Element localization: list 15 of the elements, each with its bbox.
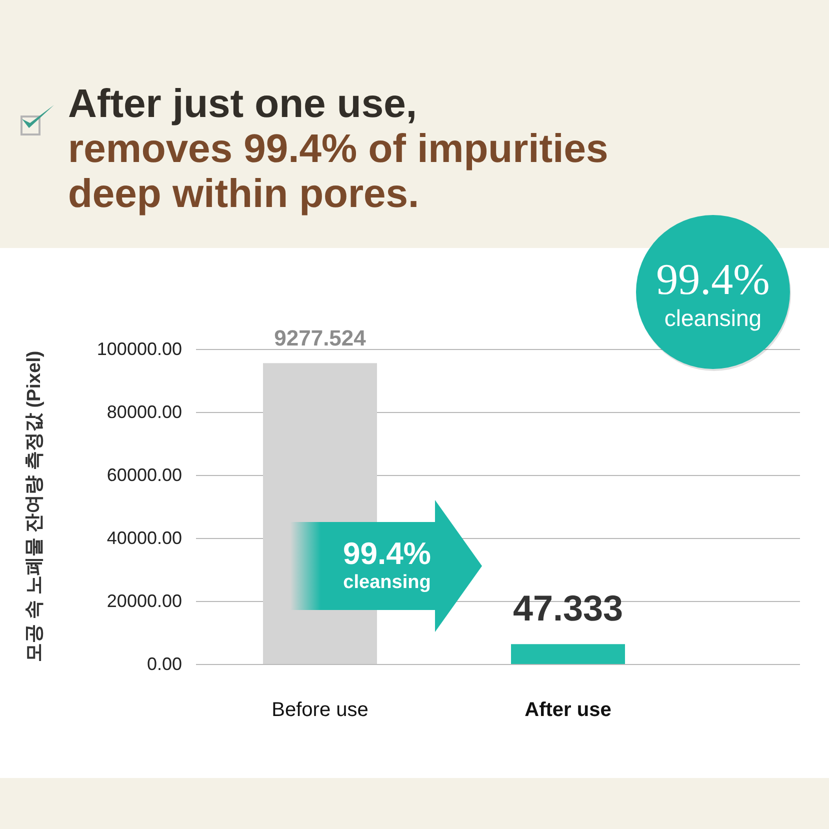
annotation: 99.4% cleansing [342,536,432,594]
text: 99.4% cleansing [655,255,771,332]
x-tick-label: After use [524,699,612,721]
y-tick-label: 100000.00 [96,339,182,359]
x-tick-label: Before use [272,699,368,721]
y-tick-label: 60000.00 [106,465,182,485]
y-tick-label: 40000.00 [106,528,182,548]
y-tick-label: 0.00 [146,654,182,674]
chart-subtitle: removes 99.4% of impurities deep within pores. [68,127,610,217]
y-tick-label: 20000.00 [106,591,182,611]
annotation: 9277.524 [274,326,367,351]
chart-title: After just one use, [68,82,418,127]
annotation: 47.333 [512,588,624,629]
y-axis-title: 모공 속 노폐물 잔여량 측정값 (Pixel) [24,350,45,662]
y-tick-label: 80000.00 [106,402,182,422]
